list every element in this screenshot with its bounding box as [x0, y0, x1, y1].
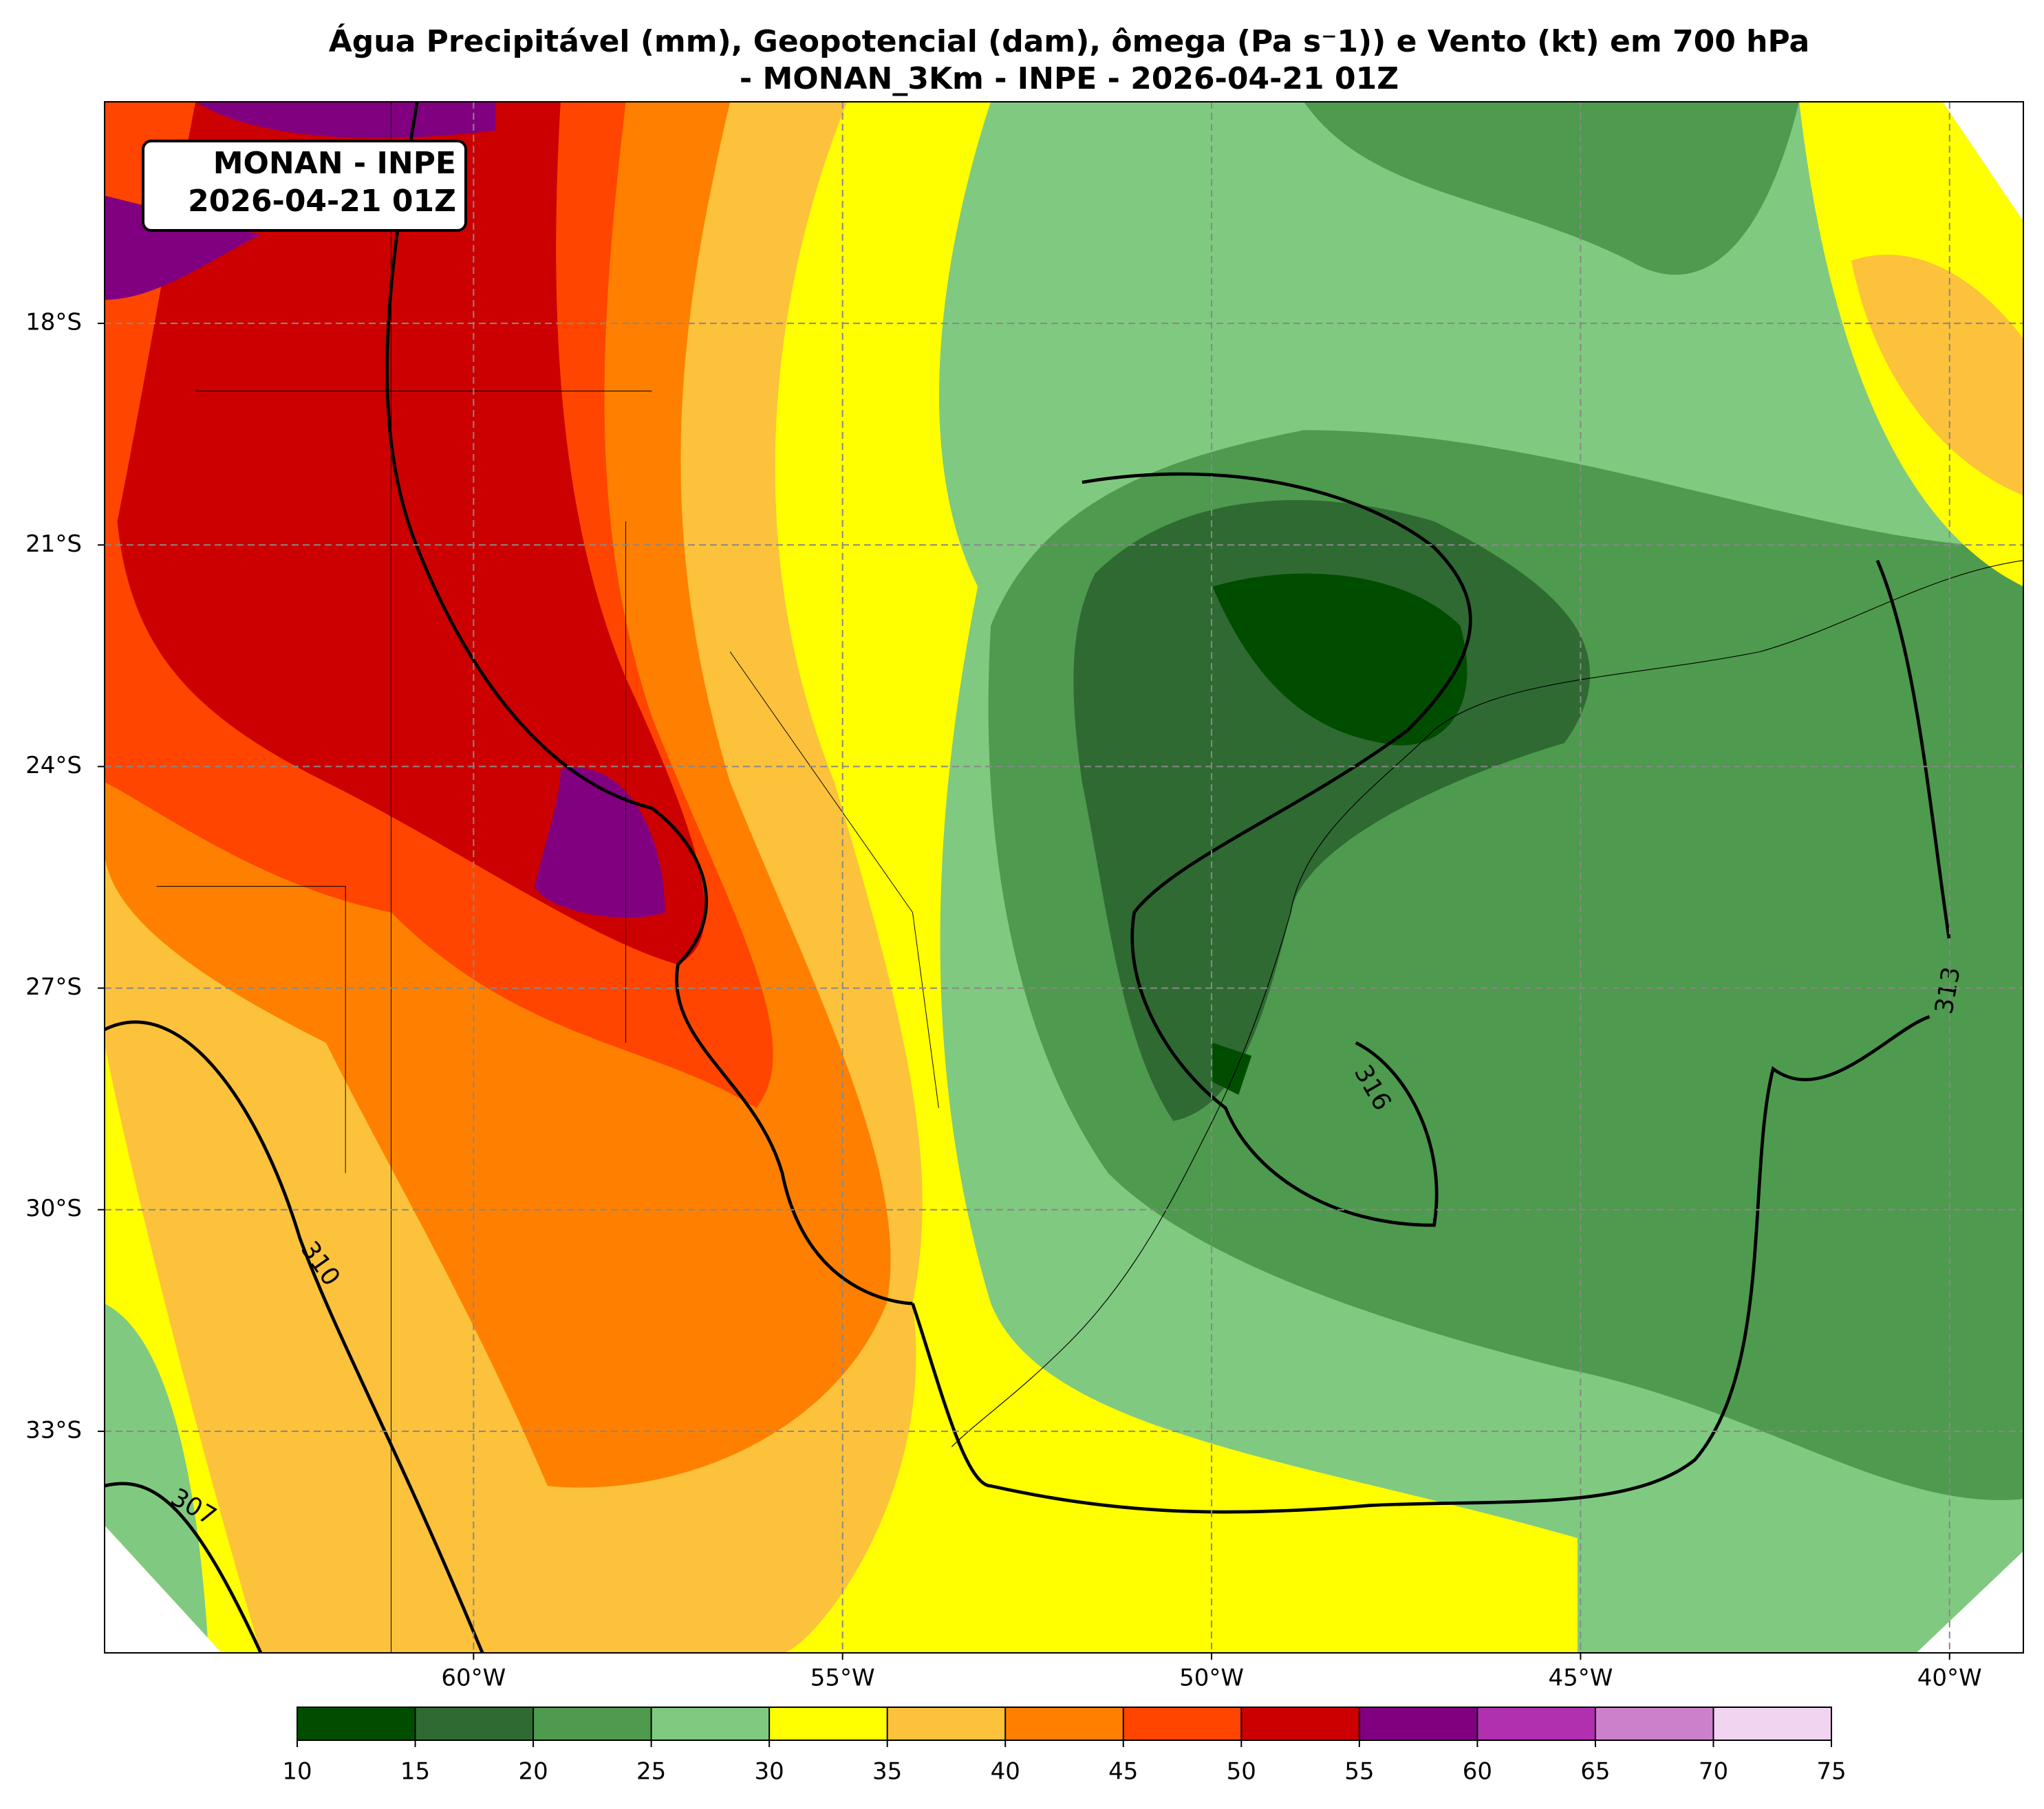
x-tick-label: 45°W	[1548, 1665, 1613, 1692]
annotation-box	[142, 140, 467, 232]
x-tick-label: 40°W	[1917, 1665, 1982, 1692]
colorbar-segment	[1595, 1707, 1714, 1740]
colorbar-segment	[1713, 1707, 1831, 1740]
x-tick-label: 50°W	[1179, 1665, 1244, 1692]
colorbar-tick-label: 40	[991, 1758, 1020, 1786]
y-tick-label: 27°S	[25, 973, 82, 1001]
colorbar-tick-label: 25	[636, 1758, 666, 1786]
y-tick-label: 33°S	[25, 1416, 82, 1444]
colorbar-segment	[415, 1707, 534, 1740]
subtitle: - MONAN_3Km - INPE - 2026-04-21 01Z	[740, 61, 1399, 96]
colorbar-segment	[1477, 1707, 1595, 1740]
colorbar-tick-label: 30	[755, 1758, 784, 1786]
colorbar-tick-label: 20	[518, 1758, 548, 1786]
colorbar-segment	[1241, 1707, 1359, 1740]
colorbar-tick-label: 55	[1344, 1758, 1374, 1786]
map-field: 313 316 310 307	[104, 101, 2024, 1653]
annotation-line: MONAN - INPE	[213, 146, 456, 181]
colorbar-segment	[1123, 1707, 1242, 1740]
colorbar-segment	[651, 1707, 770, 1740]
colorbar-tick-label: 35	[872, 1758, 902, 1786]
colorbar-segment	[297, 1707, 416, 1740]
grid	[105, 102, 2023, 1653]
colorbar-segment	[769, 1707, 887, 1740]
y-tick-label: 24°S	[25, 752, 82, 779]
annotation-line: 2026-04-21 01Z	[188, 184, 456, 219]
colorbar-tick-label: 45	[1108, 1758, 1138, 1786]
x-tick-label: 55°W	[810, 1665, 875, 1692]
y-tick-label: 18°S	[25, 309, 82, 336]
colorbar: 10 15 20 25 30 35 40 45 50 55 60 65 70 75	[282, 1707, 1847, 1786]
colorbar-tick-label: 15	[400, 1758, 430, 1786]
y-tick-label: 21°S	[25, 530, 82, 558]
map-frame	[104, 101, 2024, 1654]
colorbar-tick-label: 60	[1463, 1758, 1492, 1786]
colorbar-tick-label: 10	[282, 1758, 312, 1786]
colorbar-segment	[887, 1707, 1006, 1740]
colorbar-segment	[1359, 1707, 1478, 1740]
colorbar-tick-label: 50	[1227, 1758, 1256, 1786]
y-tick-label: 30°S	[25, 1195, 82, 1222]
colorbar-tick-label: 75	[1816, 1758, 1846, 1786]
x-tick-label: 60°W	[441, 1665, 506, 1692]
colorbar-segment	[533, 1707, 652, 1740]
colorbar-tick-label: 70	[1699, 1758, 1728, 1786]
title: Água Precipitável (mm), Geopotencial (da…	[329, 23, 1809, 59]
colorbar-tick-label: 65	[1580, 1758, 1610, 1786]
colorbar-segment	[1005, 1707, 1123, 1740]
